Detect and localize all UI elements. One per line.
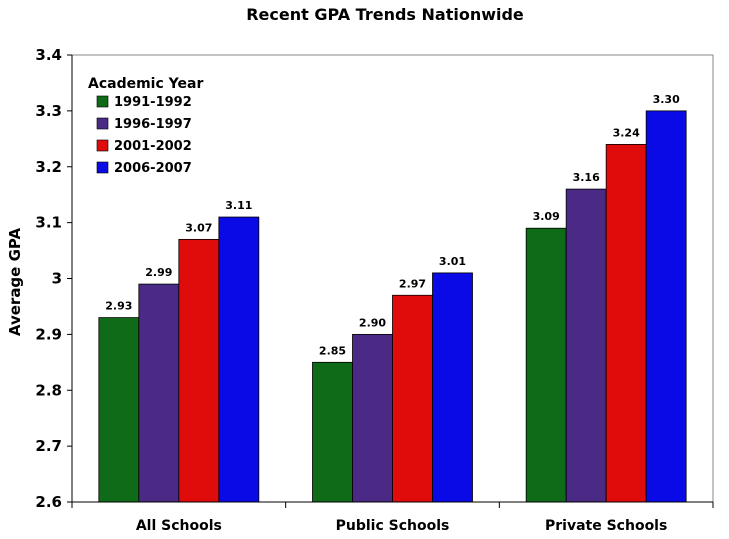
data-label: 3.16 — [573, 171, 600, 184]
bar-2006-2007-private-schools — [645, 110, 687, 503]
y-tick-label: 2.7 — [35, 437, 62, 455]
y-tick-label: 3.3 — [35, 102, 62, 120]
y-tick-label: 3 — [52, 270, 62, 288]
legend-swatch — [96, 95, 109, 108]
data-label: 3.01 — [439, 255, 466, 268]
bar-2006-2007-all-schools — [218, 216, 260, 503]
bar-1991-1992-private-schools — [525, 227, 567, 503]
legend: Academic Year 1991-1992 1996-1997 2001-200… — [88, 76, 203, 176]
legend-swatch — [96, 117, 109, 130]
data-label: 3.11 — [225, 199, 252, 212]
legend-swatch — [96, 139, 109, 152]
bars-group — [98, 110, 687, 503]
data-label: 3.30 — [653, 93, 680, 106]
legend-label: 1996-1997 — [114, 117, 192, 132]
x-axis: All Schools Public Schools Private Schools — [71, 502, 714, 534]
bar-1996-1997-all-schools — [138, 283, 180, 503]
y-axis-title: Average GPA — [6, 228, 24, 337]
legend-title: Academic Year — [88, 76, 203, 92]
data-label: 2.93 — [105, 300, 132, 313]
data-label: 3.24 — [613, 126, 640, 139]
bar-1991-1992-public-schools — [312, 361, 353, 503]
data-label: 2.85 — [319, 344, 346, 357]
bar-2001-2002-all-schools — [178, 238, 220, 503]
bar-1996-1997-private-schools — [565, 188, 607, 503]
legend-label: 2006-2007 — [114, 161, 192, 176]
bar-1996-1997-public-schools — [352, 333, 393, 503]
bar-2001-2002-private-schools — [605, 143, 647, 503]
y-tick-label: 3.4 — [35, 46, 62, 64]
y-tick-label: 2.8 — [35, 381, 62, 399]
y-tick-label: 2.6 — [35, 493, 62, 511]
legend-label: 1991-1992 — [114, 95, 192, 110]
data-label: 2.99 — [145, 266, 172, 279]
legend-swatch — [96, 161, 109, 174]
legend-label: 2001-2002 — [114, 139, 192, 154]
data-label: 3.07 — [185, 221, 212, 234]
data-label: 3.09 — [533, 210, 560, 223]
bar-1991-1992-all-schools — [98, 317, 140, 503]
y-tick-label: 2.9 — [35, 325, 62, 343]
x-category-label: All Schools — [136, 518, 222, 534]
bar-2006-2007-public-schools — [432, 272, 473, 503]
data-label: 2.97 — [399, 277, 426, 290]
y-axis: 2.6 2.7 2.8 2.9 3 3.1 3.2 3.3 3.4 — [35, 46, 73, 511]
x-category-label: Private Schools — [545, 518, 667, 534]
x-category-label: Public Schools — [336, 518, 450, 534]
y-tick-label: 3.2 — [35, 158, 62, 176]
y-tick-label: 3.1 — [35, 214, 62, 232]
bar-2001-2002-public-schools — [392, 294, 433, 503]
data-label: 2.90 — [359, 316, 386, 329]
chart-title: Recent GPA Trends Nationwide — [246, 5, 524, 24]
data-labels-group: 2.93 2.99 3.07 3.11 2.85 2.90 2.97 3.01 3.09 3.16… — [105, 93, 680, 357]
